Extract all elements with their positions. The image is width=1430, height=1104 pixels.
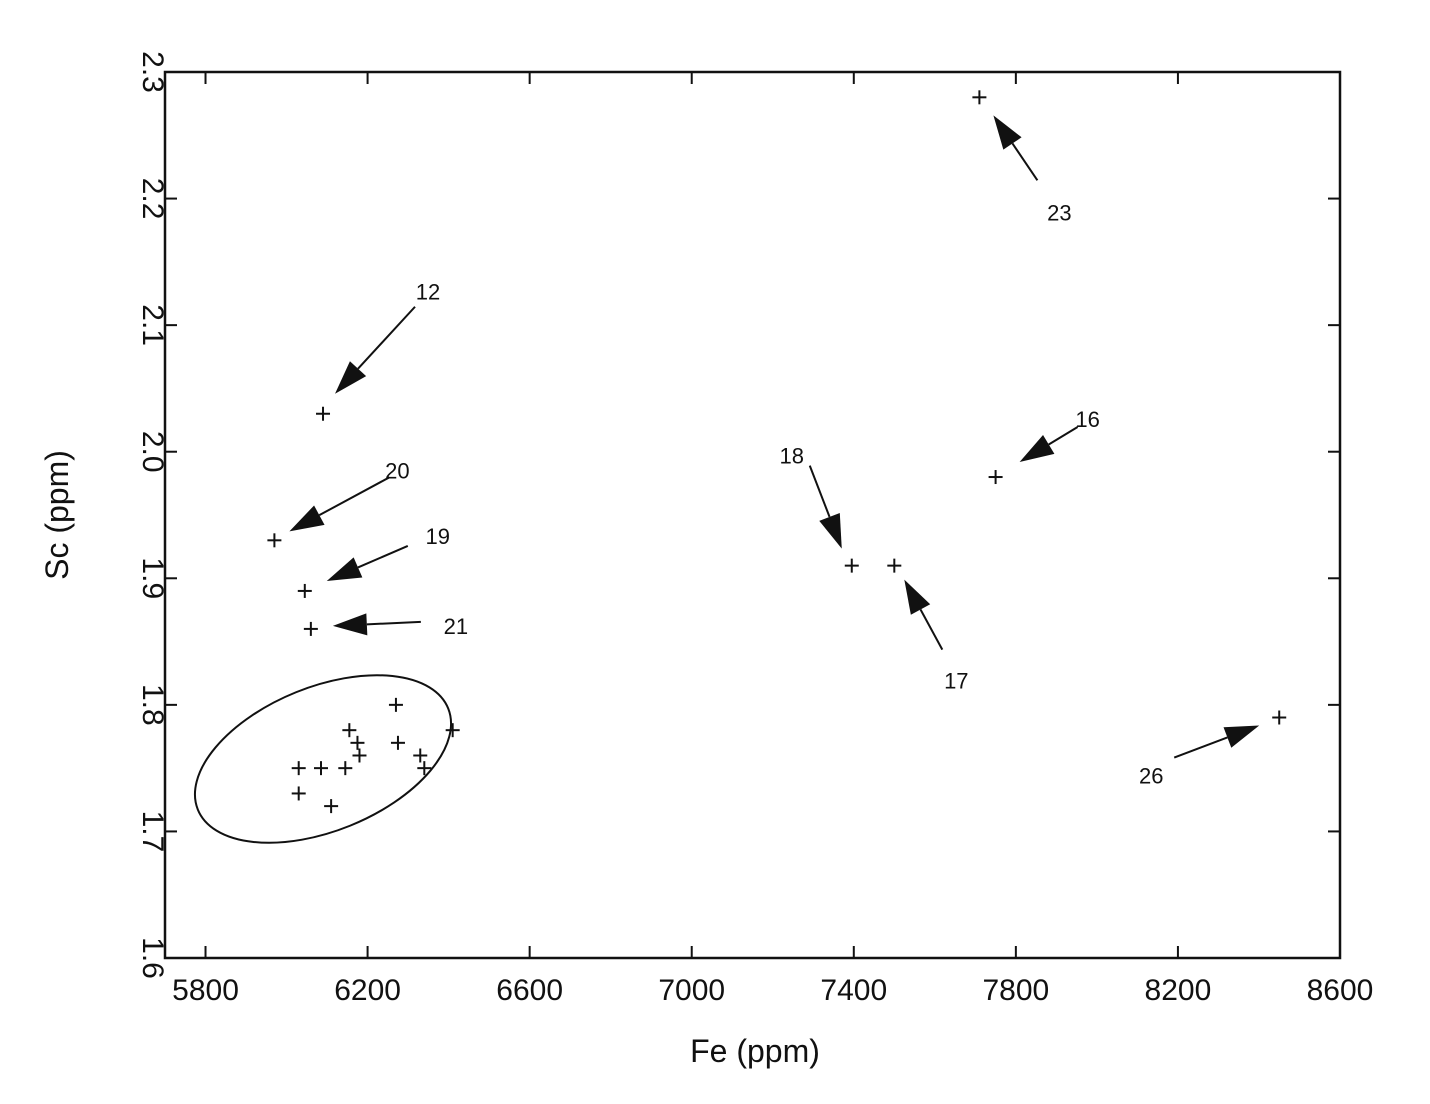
x-tick-label: 5800 — [172, 974, 239, 1007]
y-tick-label: 2.0 — [136, 431, 169, 473]
annotation-arrow — [357, 545, 409, 569]
arrow-head — [993, 115, 1022, 150]
annotation-arrow — [808, 465, 831, 518]
arrow-head — [1223, 725, 1260, 748]
point-label: 21 — [444, 614, 468, 639]
annotation-21: 21 — [332, 613, 468, 639]
x-tick-label: 6600 — [496, 974, 563, 1007]
data-point — [972, 90, 987, 105]
data-point — [313, 761, 328, 776]
annotation-19: 19 — [326, 524, 450, 581]
annotation-20: 20 — [289, 458, 410, 532]
x-tick-label: 6200 — [334, 974, 401, 1007]
x-tick-label: 7800 — [982, 974, 1049, 1007]
point-label: 16 — [1075, 407, 1099, 432]
data-point — [887, 558, 902, 573]
y-axis: 1.6 1.7 1.8 1.9 2.0 2.1 2.2 2.3 — [136, 51, 1340, 979]
x-tick-label: 7000 — [658, 974, 725, 1007]
annotation-arrow — [1173, 736, 1228, 759]
y-tick-label: 2.3 — [136, 51, 169, 93]
point-label: 18 — [780, 444, 804, 469]
annotation-arrow — [366, 620, 421, 626]
point-label: 26 — [1139, 764, 1163, 789]
point-annotations: 12 20 19 21 18 17 16 23 26 — [289, 115, 1260, 789]
data-point — [388, 697, 403, 712]
data-point — [291, 761, 306, 776]
y-tick-label: 1.7 — [136, 811, 169, 853]
y-tick-label: 1.6 — [136, 937, 169, 979]
annotation-arrow — [318, 476, 390, 517]
data-point — [445, 723, 460, 738]
y-tick-label: 2.2 — [136, 178, 169, 220]
arrow-head — [1019, 435, 1055, 463]
data-point — [417, 761, 432, 776]
point-label: 19 — [426, 524, 450, 549]
annotation-arrow — [1048, 426, 1079, 446]
data-point — [316, 406, 331, 421]
x-tick-label: 7400 — [820, 974, 887, 1007]
data-point — [303, 621, 318, 636]
data-point — [350, 735, 365, 750]
arrow-head — [289, 505, 325, 532]
data-point — [267, 533, 282, 548]
point-label: 17 — [944, 669, 968, 694]
x-tick-label: 8600 — [1307, 974, 1374, 1007]
y-tick-label: 2.1 — [136, 304, 169, 346]
y-tick-label: 1.8 — [136, 684, 169, 726]
y-axis-title: Sc (ppm) — [39, 450, 75, 580]
x-tick-label: 8200 — [1145, 974, 1212, 1007]
data-points — [267, 90, 1287, 814]
data-point — [352, 748, 367, 763]
arrow-head — [819, 512, 842, 549]
annotation-17: 17 — [904, 579, 969, 694]
annotation-16: 16 — [1019, 407, 1100, 463]
data-point — [390, 735, 405, 750]
x-axis-title: Fe (ppm) — [690, 1033, 820, 1069]
data-point — [1272, 710, 1287, 725]
arrow-head — [326, 557, 363, 581]
plot-frame — [163, 70, 1342, 960]
data-point — [844, 558, 859, 573]
arrow-head — [332, 613, 368, 636]
cluster-ellipse — [193, 674, 453, 844]
annotation-arrow — [919, 609, 944, 651]
data-point — [338, 761, 353, 776]
arrow-head — [335, 361, 367, 394]
point-label: 12 — [416, 280, 440, 305]
annotation-18: 18 — [780, 444, 842, 549]
data-point — [342, 723, 357, 738]
data-point — [324, 799, 339, 814]
data-point — [297, 583, 312, 598]
data-point — [291, 786, 306, 801]
annotation-12: 12 — [335, 280, 440, 394]
annotation-26: 26 — [1139, 725, 1260, 789]
x-axis: 5800 6200 6600 7000 7400 7800 8200 8600 — [172, 72, 1373, 1007]
point-label: 20 — [385, 458, 409, 483]
y-tick-label: 1.9 — [136, 557, 169, 599]
annotation-arrow — [357, 306, 416, 370]
data-point — [413, 748, 428, 763]
point-label: 23 — [1047, 200, 1071, 225]
data-point — [988, 470, 1003, 485]
annotation-23: 23 — [993, 115, 1072, 225]
arrow-head — [904, 579, 931, 615]
annotation-arrow — [1011, 142, 1039, 181]
